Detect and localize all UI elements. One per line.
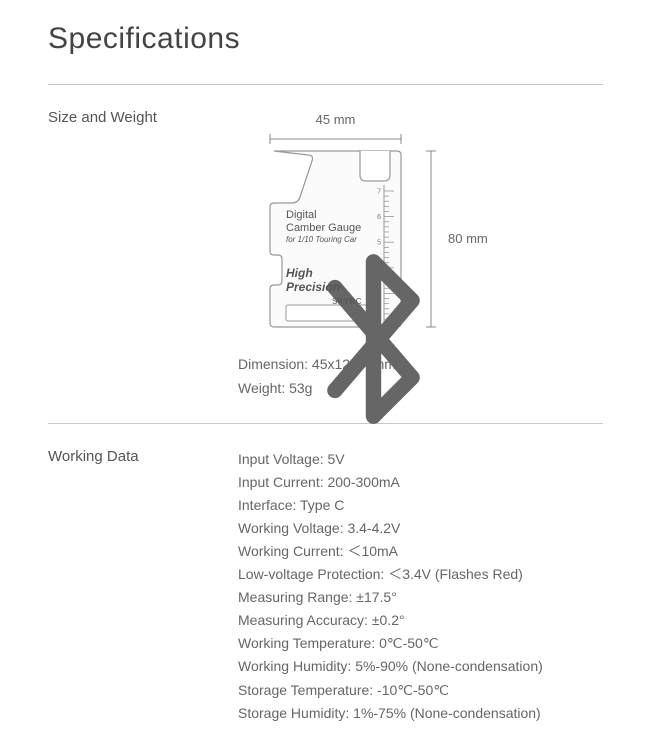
device-text-hp2: Precision xyxy=(286,281,340,295)
device-outline: 765432 cm Digital Camber Gauge for 1/10 … xyxy=(268,149,403,329)
spec-line: Working Voltage: 3.4-4.2V xyxy=(238,517,603,540)
device-diagram: 45 mm 80 mm xyxy=(238,109,498,339)
section-body-size: 45 mm 80 mm xyxy=(238,109,603,401)
device-text-line1: Digital xyxy=(286,209,317,222)
spec-line: Working Humidity: 5%-90% (None-condensat… xyxy=(238,655,603,678)
device-text-subtitle: for 1/10 Touring Car xyxy=(286,235,357,244)
spec-line: Input Voltage: 5V xyxy=(238,448,603,471)
spec-line: Input Current: 200-300mA xyxy=(238,471,603,494)
dimension-width-label: 45 mm xyxy=(268,109,403,130)
spec-line: Low-voltage Protection: ＜3.4V (Flashes R… xyxy=(238,563,603,586)
dimension-width-line xyxy=(268,132,403,146)
svg-text:7: 7 xyxy=(377,189,381,196)
section-working-data: Working Data Input Voltage: 5VInput Curr… xyxy=(48,424,603,747)
dimension-width: 45 mm xyxy=(268,109,403,146)
device-text-brand: SKYRC xyxy=(332,297,362,306)
spec-line: Storage Temperature: -10℃-50℃ xyxy=(238,679,603,702)
spec-line: Working Current: ＜10mA xyxy=(238,540,603,563)
spec-line: Measuring Accuracy: ±0.2° xyxy=(238,609,603,632)
bluetooth-icon xyxy=(306,249,441,429)
device-text-line2: Camber Gauge xyxy=(286,222,361,235)
spec-line: Interface: Type C xyxy=(238,494,603,517)
spec-line: Storage Humidity: 1%-75% (None-condensat… xyxy=(238,702,603,725)
spec-line: Working Temperature: 0℃-50℃ xyxy=(238,632,603,655)
section-size-weight: Size and Weight 45 mm 80 mm xyxy=(48,85,603,423)
device-text-hp1: High xyxy=(286,267,313,281)
working-data-list: Input Voltage: 5VInput Current: 200-300m… xyxy=(238,448,603,725)
spec-line: Measuring Range: ±17.5° xyxy=(238,586,603,609)
svg-text:5: 5 xyxy=(377,240,381,247)
section-heading-working: Working Data xyxy=(48,448,238,725)
svg-text:6: 6 xyxy=(377,214,381,221)
dimension-height-label: 80 mm xyxy=(448,228,488,249)
section-heading-size: Size and Weight xyxy=(48,109,238,401)
page-title: Specifications xyxy=(48,22,603,56)
